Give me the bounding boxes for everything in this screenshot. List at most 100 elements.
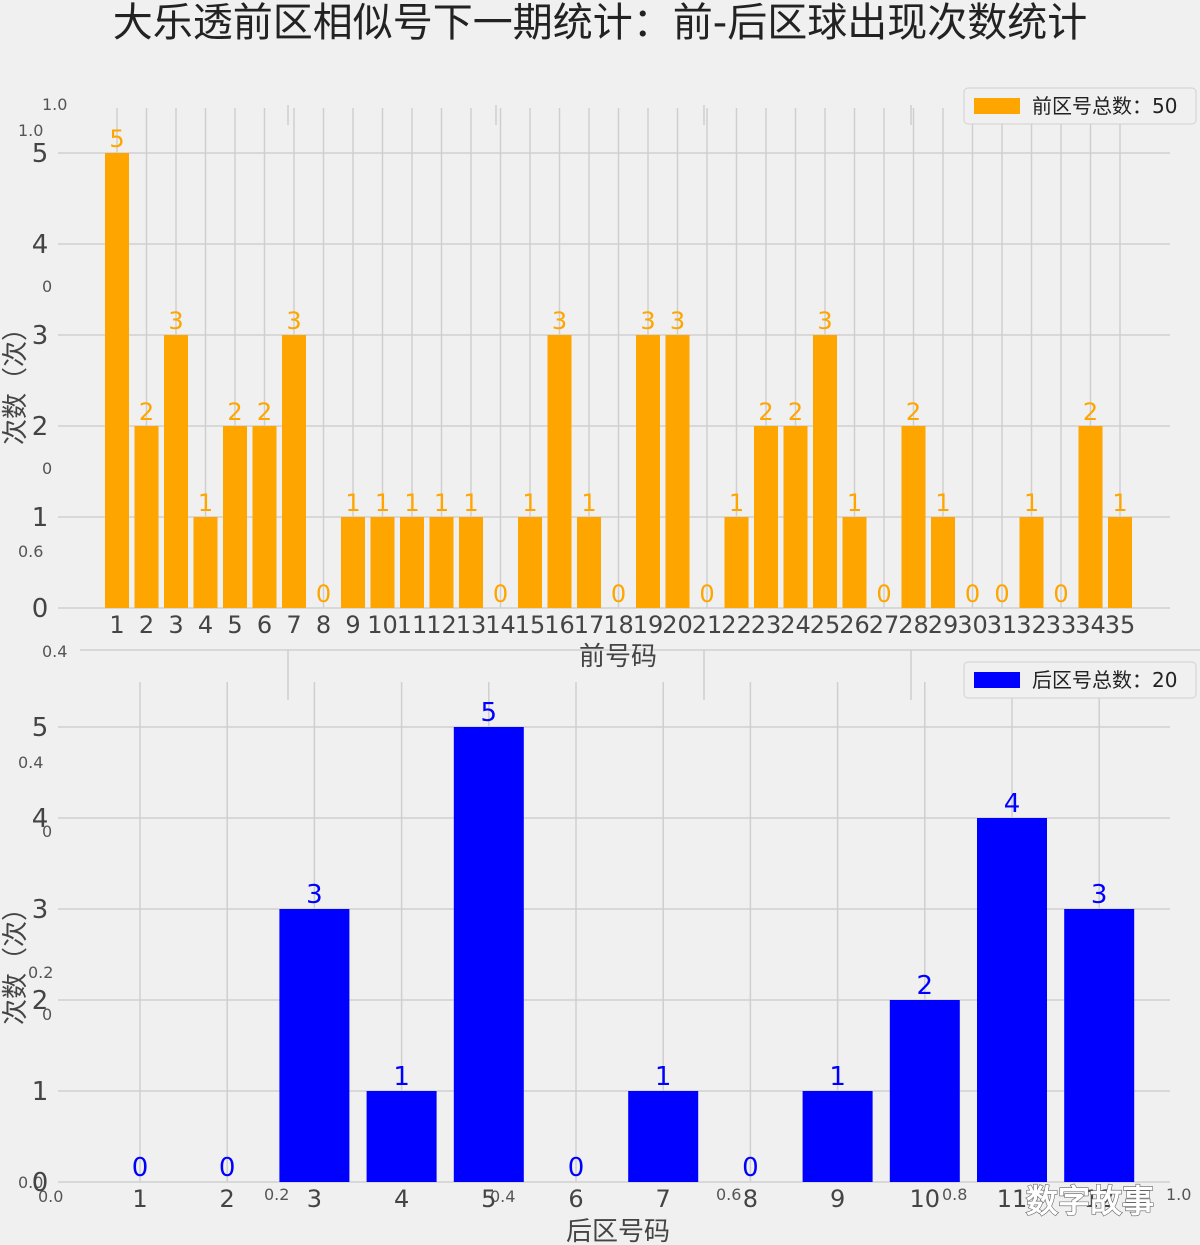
- x-tick-label: 23: [751, 611, 782, 639]
- y-axis-label: 次数（次）: [1, 895, 31, 1025]
- chart-title: 大乐透前区相似号下一期统计：前-后区球出现次数统计: [113, 0, 1087, 46]
- bar-value-label: 0: [965, 580, 980, 608]
- x-tick-label: 9: [345, 611, 360, 639]
- bar-value-label: 0: [493, 580, 508, 608]
- bar-value-label: 1: [404, 489, 419, 517]
- bar: [547, 335, 572, 608]
- ghost-tick-label: 1.0: [42, 95, 67, 114]
- bar-value-label: 0: [316, 580, 331, 608]
- ghost-tick-label: 0.4: [490, 1187, 515, 1206]
- x-tick-label: 20: [662, 611, 693, 639]
- ghost-tick-label: 0: [42, 822, 52, 841]
- x-tick-label: 7: [656, 1185, 671, 1213]
- bar: [783, 426, 808, 608]
- x-tick-label: 12: [426, 611, 457, 639]
- bar-value-label: 2: [788, 398, 803, 426]
- x-tick-label: 27: [869, 611, 900, 639]
- back-zone-bar-chart: 012345010233145506170819210411312后区号码次数（…: [1, 661, 1197, 1245]
- bar: [977, 818, 1047, 1182]
- x-tick-label: 29: [928, 611, 959, 639]
- ghost-axis: 1.0 1.0 0 0 0.6 0.4 0.4 0 0.2 0 0.0 0.0 …: [18, 95, 1200, 1206]
- x-tick-label: 7: [286, 611, 301, 639]
- x-tick-label: 11: [997, 1185, 1028, 1213]
- bar-value-label: 3: [817, 307, 832, 335]
- bar-value-label: 5: [481, 698, 498, 728]
- x-tick-label: 26: [839, 611, 870, 639]
- bar: [901, 426, 926, 608]
- x-tick-label: 4: [198, 611, 213, 639]
- x-tick-label: 35: [1105, 611, 1136, 639]
- x-tick-label: 3: [168, 611, 183, 639]
- bar-value-label: 2: [227, 398, 242, 426]
- bar: [453, 727, 524, 1182]
- bar: [459, 517, 483, 608]
- ghost-tick-label: 0.4: [42, 642, 67, 661]
- x-tick-label: 18: [603, 611, 634, 639]
- bar-value-label: 4: [1004, 789, 1021, 819]
- bar: [665, 335, 690, 608]
- bar-value-label: 1: [345, 489, 360, 517]
- bar-value-label: 5: [109, 125, 124, 153]
- bar-value-label: 0: [1053, 580, 1068, 608]
- bar: [754, 426, 778, 608]
- bar-value-label: 2: [257, 398, 272, 426]
- legend-box: [963, 661, 1197, 699]
- y-tick-label: 1: [32, 503, 49, 533]
- x-tick-label: 34: [1075, 611, 1106, 639]
- bar: [1064, 909, 1135, 1182]
- x-tick-label: 15: [515, 611, 546, 639]
- x-tick-label: 10: [910, 1185, 941, 1213]
- bar-value-label: 1: [393, 1062, 410, 1092]
- x-tick-label: 13: [456, 611, 487, 639]
- bar: [193, 517, 218, 608]
- x-tick-label: 1: [132, 1185, 147, 1213]
- bar: [366, 1091, 437, 1182]
- bar-value-label: 3: [640, 307, 655, 335]
- bar-value-label: 1: [463, 489, 478, 517]
- ghost-tick-label: 0.2: [264, 1185, 289, 1204]
- bar-value-label: 0: [699, 580, 714, 608]
- bar-value-label: 0: [876, 580, 891, 608]
- x-tick-label: 33: [1046, 611, 1077, 639]
- ghost-tick-label: 0: [42, 277, 52, 296]
- bar-value-label: 0: [742, 1153, 759, 1183]
- bar-value-label: 2: [758, 398, 773, 426]
- bar-value-label: 3: [306, 880, 323, 910]
- bar-value-label: 1: [375, 489, 390, 517]
- x-tick-label: 8: [316, 611, 331, 639]
- y-tick-label: 2: [32, 986, 49, 1016]
- bar: [802, 1091, 873, 1182]
- bar-value-label: 2: [917, 971, 934, 1001]
- legend: 前区号总数：50: [963, 87, 1197, 125]
- bar-value-label: 0: [132, 1153, 149, 1183]
- bar-value-label: 1: [434, 489, 449, 517]
- x-tick-label: 22: [721, 611, 752, 639]
- bar-value-label: 3: [552, 307, 567, 335]
- bar-value-label: 2: [139, 398, 154, 426]
- ghost-tick-label: 0.4: [18, 753, 43, 772]
- x-tick-label: 2: [139, 611, 154, 639]
- bar-value-label: 0: [611, 580, 626, 608]
- x-tick-label: 19: [633, 611, 664, 639]
- bar-value-label: 3: [1091, 880, 1108, 910]
- bar: [164, 335, 188, 608]
- y-tick-label: 0: [32, 1168, 49, 1198]
- bar-value-label: 1: [1112, 489, 1127, 517]
- x-tick-label: 25: [810, 611, 841, 639]
- bar-value-label: 2: [1083, 398, 1098, 426]
- x-tick-label: 4: [394, 1185, 409, 1213]
- bar: [518, 517, 542, 608]
- x-axis-label: 后区号码: [566, 1217, 670, 1245]
- ghost-tick-label: 0.6: [18, 542, 43, 561]
- bar-value-label: 1: [847, 489, 862, 517]
- bar-value-label: 1: [198, 489, 213, 517]
- y-tick-label: 3: [32, 895, 49, 925]
- ghost-tick-label: 0.6: [716, 1185, 741, 1204]
- legend-label: 前区号总数：50: [1032, 94, 1177, 118]
- bar: [628, 1091, 699, 1182]
- bar-value-label: 1: [1024, 489, 1039, 517]
- y-tick-label: 4: [32, 230, 49, 260]
- ghost-tick-label: 0.8: [942, 1185, 967, 1204]
- bar: [223, 426, 247, 608]
